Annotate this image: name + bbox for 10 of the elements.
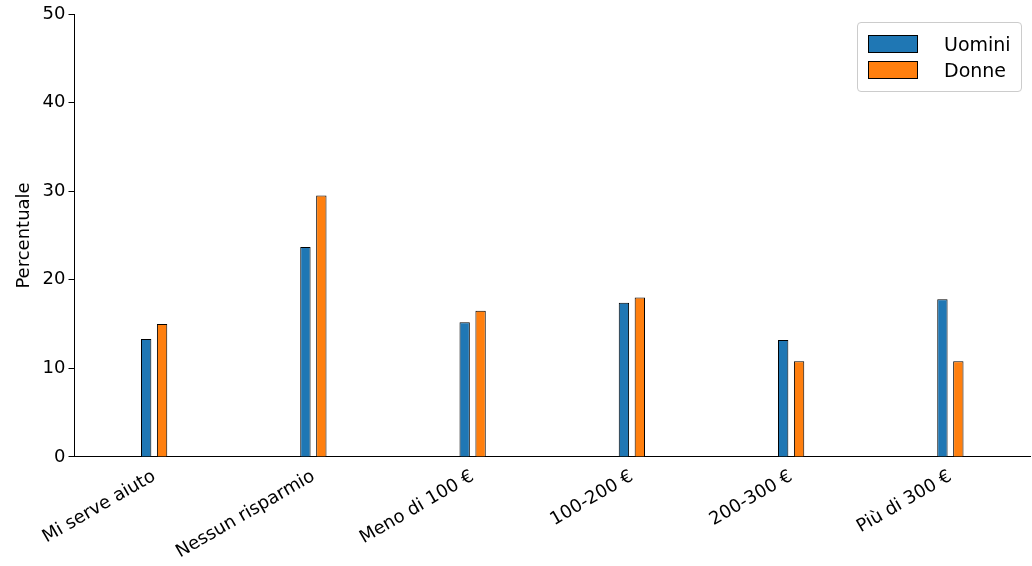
y-axis-title: Percentuale	[12, 182, 34, 289]
y-tick-label: 10	[42, 356, 66, 378]
y-tick-label: 0	[54, 444, 66, 466]
x-tick-label: Più di 300 €	[852, 464, 955, 536]
y-tick-label: 40	[42, 90, 66, 112]
y-tick-label: 50	[42, 1, 66, 23]
y-tick-label: 30	[42, 178, 66, 200]
legend-label: Uomini	[944, 33, 1011, 55]
y-tick-label: 20	[42, 267, 66, 289]
legend-label: Donne	[944, 59, 1007, 81]
